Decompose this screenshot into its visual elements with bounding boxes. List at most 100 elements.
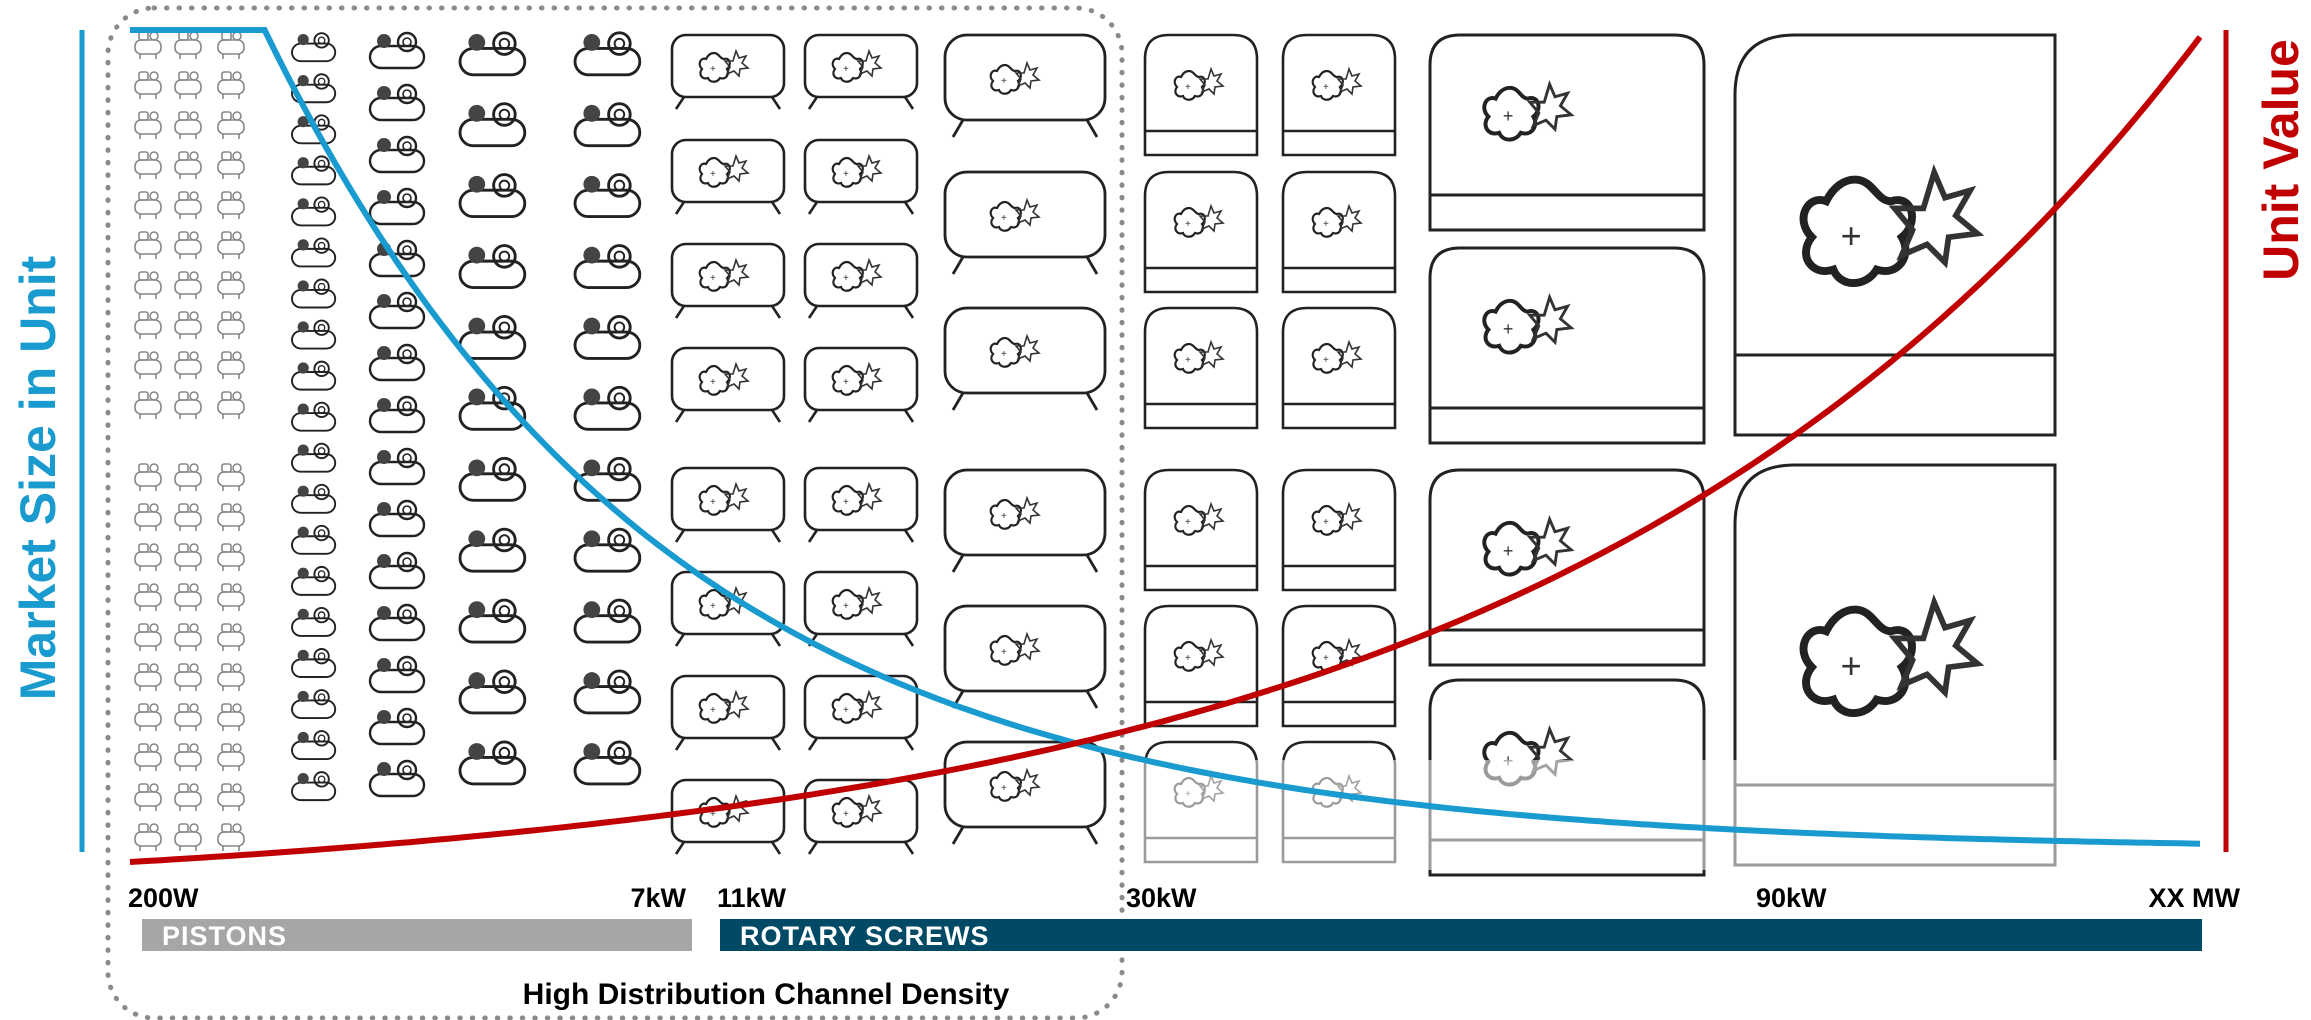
small-piston-compressor-icon [134,703,162,732]
piston-compressor-icon [291,606,337,637]
piston-compressor-icon [291,319,337,350]
piston-compressor-icon [291,155,337,186]
small-piston-compressor-icon [174,463,202,492]
piston-compressor-icon [573,102,642,148]
piston-compressor-icon [291,237,337,268]
small-piston-compressor-icon [174,543,202,572]
piston-compressor-icon [458,385,527,431]
piston-compressor-icon [368,551,426,590]
small-piston-compressor-icon [217,663,245,692]
piston-compressor-icon [368,83,426,122]
rotary-screws-bar [720,919,2202,951]
small-piston-compressor-icon [174,743,202,772]
small-piston-compressor-icon [174,111,202,140]
piston-compressor-icon [291,524,337,555]
small-piston-compressor-icon [134,623,162,652]
piston-compressor-icon [291,442,337,473]
small-piston-compressor-icon [217,543,245,572]
tick-label-xx-mw: XX MW [2149,883,2241,913]
small-piston-compressor-icon [174,271,202,300]
small-piston-compressor-icon [217,111,245,140]
piston-compressor-icon [368,759,426,798]
piston-compressor-icon [573,385,642,431]
small-piston-compressor-icon [217,743,245,772]
piston-compressor-icon [458,740,527,786]
piston-compressor-icon [368,291,426,330]
small-piston-compressor-icon [174,783,202,812]
small-piston-compressor-icon [174,823,202,852]
piston-compressor-icon [368,31,426,70]
right-axis-title: Unit Value [2253,39,2309,281]
small-piston-compressor-icon [134,231,162,260]
tick-label-11kw: 11kW [717,883,787,913]
pistons-bar-label: PISTONS [162,921,287,951]
small-piston-compressor-icon [134,31,245,852]
piston-compressor-icon [291,196,337,227]
market-size-curve [130,27,2201,847]
tick-label-7kw: 7kW [630,883,686,913]
piston-compressor-icon [368,187,426,226]
small-piston-compressor-icon [217,311,245,340]
piston-compressor-icon [458,669,527,715]
piston-compressor-icon [573,173,642,219]
small-piston-compressor-icon [134,391,162,420]
cabinet-compressor-icon [1145,35,2055,875]
small-piston-compressor-icon [134,663,162,692]
small-piston-compressor-icon [134,583,162,612]
left-axis-title: Market Size in Unit [10,255,66,700]
small-piston-compressor-icon [174,503,202,532]
small-piston-compressor-icon [174,311,202,340]
screw-compressor-icon [672,35,917,854]
small-piston-compressor-icon [217,823,245,852]
piston-compressor-icon [458,598,527,644]
piston-compressor-icon [573,244,642,289]
large-compressor-icon [945,35,1105,844]
small-piston-compressor-icon [134,783,162,812]
piston-compressor-icon [368,395,426,434]
rotary-screws-bar-label: ROTARY SCREWS [740,921,990,951]
piston-compressor-icon [368,343,426,382]
small-piston-compressor-icon [217,231,245,260]
small-piston-compressor-icon [217,351,245,380]
small-piston-compressor-icon [174,231,202,260]
piston-compressor-icon [291,401,337,432]
small-piston-compressor-icon [174,703,202,732]
small-piston-compressor-icon [134,191,162,220]
small-piston-compressor-icon [217,623,245,652]
piston-compressor-icon [291,278,337,309]
piston-compressor-icon [368,499,426,538]
tick-label-200w: 200W [128,883,199,913]
piston-compressor-icon [291,31,642,802]
small-piston-compressor-icon [174,351,202,380]
small-piston-compressor-icon [174,583,202,612]
small-piston-compressor-icon [134,71,162,100]
piston-compressor-icon [291,730,337,761]
piston-compressor-icon [291,565,337,596]
small-piston-compressor-icon [217,151,245,180]
small-piston-compressor-icon [174,663,202,692]
small-piston-compressor-icon [174,191,202,220]
tick-label-30kw: 30kW [1126,883,1197,913]
piston-compressor-icon [458,527,527,573]
small-piston-compressor-icon [217,191,245,220]
piston-compressor-icon [573,669,642,715]
piston-compressor-icon [368,135,426,174]
small-piston-compressor-icon [134,543,162,572]
piston-compressor-icon [368,447,426,486]
small-piston-compressor-icon [134,31,162,60]
small-piston-compressor-icon [134,271,162,300]
small-piston-compressor-icon [134,823,162,852]
small-piston-compressor-icon [217,703,245,732]
piston-compressor-icon [291,32,337,63]
piston-compressor-icon [291,483,337,514]
piston-compressor-icon [458,456,527,502]
small-piston-compressor-icon [134,111,162,140]
small-piston-compressor-icon [217,391,245,420]
piston-compressor-icon [573,598,642,644]
piston-compressor-icon [573,527,642,573]
small-piston-compressor-icon [134,743,162,772]
piston-compressor-icon [368,603,426,642]
channel-zone-outline [105,5,1125,1020]
piston-compressor-icon [291,689,337,720]
